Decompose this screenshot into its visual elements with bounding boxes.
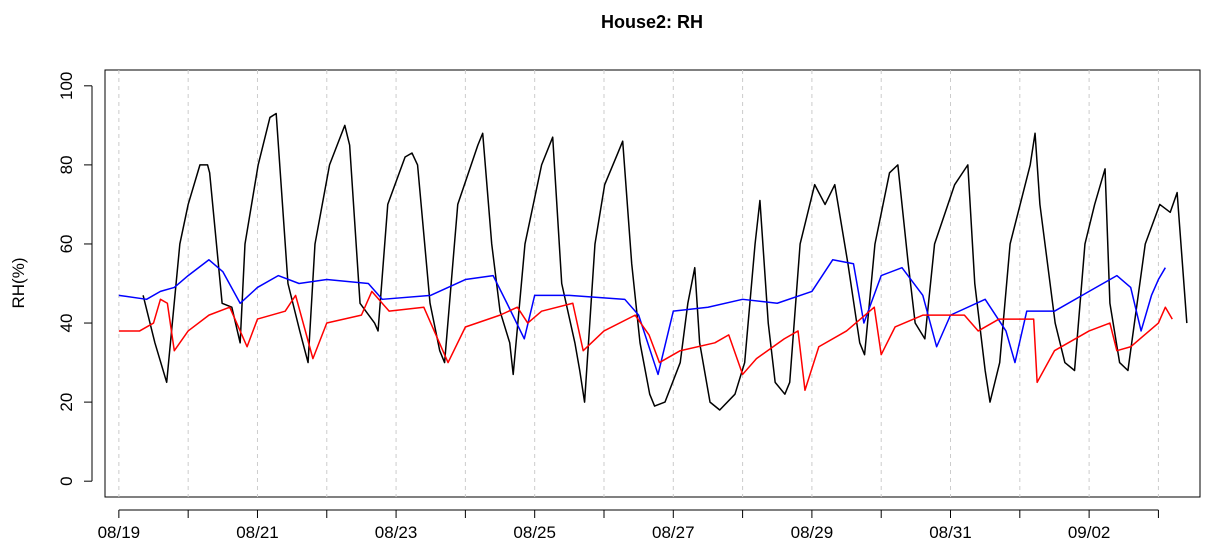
x-tick-label: 08/31: [929, 523, 972, 542]
x-tick-label: 08/29: [791, 523, 834, 542]
x-tick-label: 08/27: [652, 523, 695, 542]
data-line: [118, 290, 1173, 391]
x-tick-label: 09/02: [1068, 523, 1111, 542]
data-line: [118, 259, 1166, 376]
data-line: [142, 112, 1188, 411]
x-tick-label: 08/19: [98, 523, 141, 542]
y-tick-label: 100: [57, 72, 76, 100]
plot-frame: [104, 69, 1201, 498]
chart-title: House2: RH: [601, 12, 703, 32]
y-tick-label: 60: [57, 235, 76, 254]
x-tick-label: 08/25: [513, 523, 556, 542]
y-tick-label: 20: [57, 393, 76, 412]
y-tick-label: 0: [57, 476, 76, 485]
y-axis-label: RH(%): [9, 258, 28, 309]
y-tick-label: 80: [57, 155, 76, 174]
y-tick-label: 40: [57, 314, 76, 333]
x-tick-label: 08/23: [375, 523, 418, 542]
x-tick-label: 08/21: [236, 523, 279, 542]
